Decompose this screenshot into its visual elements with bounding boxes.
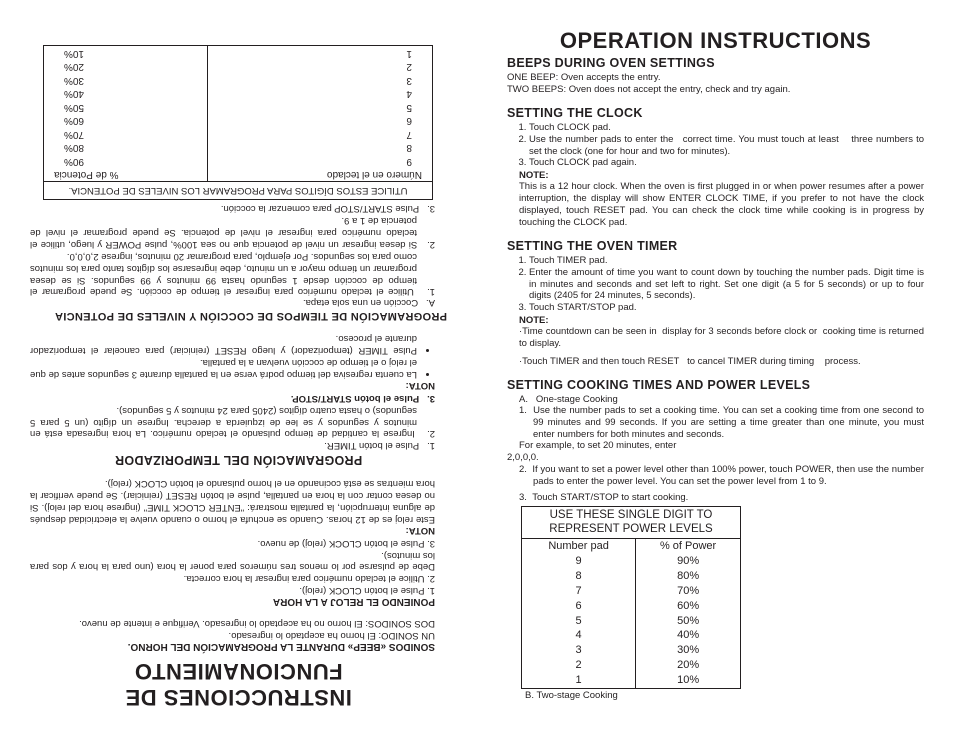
beeps1-es: UN SONIDO: El horno ha aceptado lo ingre…: [30, 629, 435, 641]
clock3-es: 3. Pulse el botón CLOCK (reloj) de nuevo…: [30, 537, 435, 549]
clock1-es: 1. Pulse el botón CLOCK (reloj).: [30, 584, 435, 596]
power2-es: 2. Si desea ingresar un nivel de potenci…: [30, 214, 435, 250]
nota1: NOTA:: [30, 525, 435, 536]
power1c: 2,0,0,0.: [507, 452, 924, 464]
power1-es: 1. Utilice el teclado numérico para ingr…: [30, 250, 435, 298]
beeps2-es: DOS SONIDOS: El horno no ha aceptado lo …: [30, 617, 435, 629]
timer3-es: 3. Pulse el botón START/STOP.: [30, 392, 435, 404]
note2: NOTE:: [519, 315, 924, 326]
clock-list: Touch CLOCK pad. Use the number pads to …: [507, 122, 924, 170]
nota2: NOTA:: [30, 380, 435, 391]
clock-note: This is a 12 hour clock. When the oven i…: [519, 181, 924, 229]
timer1-es: 1. Pulse el botón TIMER.: [30, 440, 435, 452]
clock2-es: 2. Utilice el teclado numérico para ingr…: [30, 573, 435, 585]
beeps2: TWO BEEPS: Oven does not accept the entr…: [507, 84, 924, 96]
clock2b-es: Debe de pulsarse por lo menos tres númer…: [30, 549, 435, 573]
power-table: USE THESE SINGLE DIGIT TO REPRESENT POWE…: [521, 506, 741, 689]
power2: 2. If you want to set a power level othe…: [519, 464, 924, 488]
power1: 1. Use the number pads to set a cooking …: [519, 405, 924, 441]
clock-note-es: Este reloj es de 12 horas. Cuando se enc…: [30, 477, 435, 525]
timer-list: Touch TIMER pad. Enter the amount of tim…: [507, 255, 924, 314]
beeps1: ONE BEEP: Oven accepts the entry.: [507, 72, 924, 84]
power-table-es: UTILICE ESTOS DÍGITOS PARA PROGRAMAR LOS…: [43, 46, 433, 201]
power3: 3. Touch START/STOP to start cooking.: [519, 492, 924, 504]
power3-es: 3. Pulse START/STOP para comenzar la coc…: [30, 203, 435, 215]
beeps-h-es: SONIDOS «BEEP» DURANTE LA PROGRAMACIÓN D…: [30, 641, 435, 652]
note1: NOTE:: [519, 170, 924, 181]
clock-h-es: PONIENDO EL RELOJ A LA HORA: [30, 596, 435, 607]
title-en: OPERATION INSTRUCTIONS: [507, 28, 924, 54]
timer-n2: ·Touch TIMER and then touch RESET to can…: [519, 356, 924, 368]
power-h-es: PROGRAMACIÓN DE TIEMPOS DE COCCIÓN Y NIV…: [30, 311, 447, 323]
page-spanish: INSTRUCCIONES DE FUNCIONAMIENTO SONIDOS …: [0, 0, 477, 738]
clock-h: SETTING THE CLOCK: [507, 106, 924, 120]
timer-n1: ·Time countdown can be seen in display f…: [519, 326, 924, 350]
power1b: For example, to set 20 minutes, enter: [519, 440, 924, 452]
timer-h-es: PROGRAMACIÓN DEL TEMPORIZADOR: [30, 453, 447, 467]
power-a-es: A. Cocción en una sola etapa.: [30, 298, 435, 309]
timer2-es: 2. Ingrese la cantidad de tiempo pulsand…: [30, 404, 435, 440]
timer-notes-es: La cuenta regresiva del tiempo podrá ver…: [30, 333, 447, 381]
power-h: SETTING COOKING TIMES AND POWER LEVELS: [507, 378, 924, 392]
page-english: OPERATION INSTRUCTIONS BEEPS DURING OVEN…: [477, 0, 954, 738]
power-b: B. Two-stage Cooking: [525, 690, 924, 701]
beeps-h: BEEPS DURING OVEN SETTINGS: [507, 56, 924, 70]
power-a: A. One-stage Cooking: [519, 394, 924, 405]
timer-h: SETTING THE OVEN TIMER: [507, 239, 924, 253]
title-es: INSTRUCCIONES DE FUNCIONAMIENTO: [30, 658, 447, 710]
